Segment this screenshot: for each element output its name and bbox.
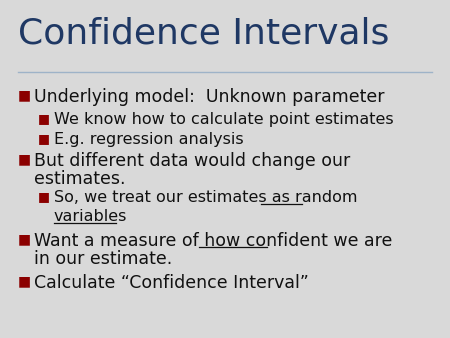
Text: We know how to calculate point estimates: We know how to calculate point estimates [54,112,394,127]
Text: ■: ■ [38,190,50,203]
Text: Underlying model:  Unknown parameter: Underlying model: Unknown parameter [34,88,384,106]
Text: E.g. regression analysis: E.g. regression analysis [54,132,243,147]
Text: ■: ■ [18,232,31,246]
Text: estimates.: estimates. [34,170,126,188]
Text: ■: ■ [38,132,50,145]
Text: ■: ■ [18,274,31,288]
Text: Want a measure of how confident we are: Want a measure of how confident we are [34,232,392,250]
Text: So, we treat our estimates as random: So, we treat our estimates as random [54,190,357,205]
Text: ■: ■ [38,112,50,125]
Text: ■: ■ [18,152,31,166]
Text: But different data would change our: But different data would change our [34,152,350,170]
Text: in our estimate.: in our estimate. [34,250,172,268]
Text: variables: variables [54,209,127,224]
Text: Confidence Intervals: Confidence Intervals [18,16,389,50]
Text: ■: ■ [18,88,31,102]
Text: Calculate “Confidence Interval”: Calculate “Confidence Interval” [34,274,309,292]
